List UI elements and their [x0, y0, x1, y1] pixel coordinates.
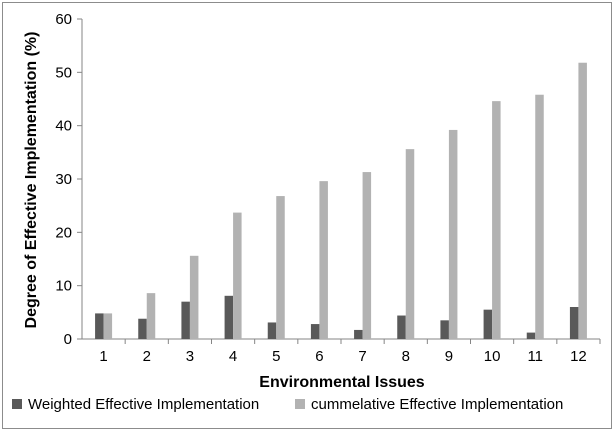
x-tick-label: 1 — [99, 348, 107, 365]
x-tick-label: 9 — [445, 348, 453, 365]
bar-weighted — [310, 324, 320, 339]
bar-cumulative — [578, 62, 587, 339]
x-tick-label: 11 — [527, 348, 543, 365]
x-tick-label: 3 — [186, 348, 194, 365]
y-tick-label: 50 — [55, 64, 72, 81]
x-axis-title: Environmental Issues — [259, 374, 424, 391]
bar-cumulative — [146, 293, 156, 339]
bar-cumulative — [362, 172, 372, 339]
legend: Weighted Effective Implementation cummela… — [12, 396, 563, 413]
bar-cumulative — [535, 94, 544, 339]
bar-weighted — [397, 315, 406, 339]
y-tick-label: 10 — [55, 278, 72, 295]
bar-cumulative — [448, 129, 458, 339]
x-tick-label: 2 — [143, 348, 151, 365]
y-tick-label: 0 — [64, 331, 72, 348]
chart-frame: 0 10 20 30 40 50 60 1 2 3 4 5 6 7 8 9 10 11 12 Degree of E… — [2, 2, 612, 429]
bar-cumulative — [103, 313, 113, 339]
bar-weighted — [224, 295, 234, 339]
bar-weighted — [526, 332, 536, 339]
bar-cumulative — [492, 101, 501, 339]
x-tick-label: 4 — [229, 348, 237, 365]
x-tick-label: 8 — [402, 348, 410, 365]
bar-weighted — [181, 301, 190, 339]
bar-weighted — [569, 307, 579, 339]
x-tick-label: 12 — [570, 348, 587, 365]
bar-cumulative — [276, 196, 285, 339]
bar-weighted — [138, 318, 147, 339]
x-tick-label: 7 — [358, 348, 366, 365]
legend-label: Weighted Effective Implementation — [28, 396, 259, 413]
x-tick-label: 6 — [315, 348, 323, 365]
y-tick-label: 30 — [55, 171, 72, 188]
legend-swatch — [295, 399, 305, 409]
bar-weighted — [267, 322, 277, 339]
legend-swatch — [12, 399, 22, 409]
bar-cumulative — [319, 181, 328, 339]
y-tick-label: 60 — [55, 11, 72, 28]
y-tick-label: 20 — [55, 224, 72, 241]
bar-weighted — [354, 329, 363, 339]
bar-weighted — [483, 309, 493, 339]
bar-cumulative — [189, 255, 199, 339]
bar-weighted — [440, 320, 449, 339]
legend-label: cummelative Effective Implementation — [311, 396, 563, 413]
x-tick-label: 10 — [484, 348, 501, 365]
x-tick-label: 5 — [272, 348, 280, 365]
y-tick-label: 40 — [55, 118, 72, 135]
bar-weighted — [95, 313, 104, 339]
bar-cumulative — [405, 149, 415, 339]
y-axis-title: Degree of Effective Implementation (%) — [23, 32, 40, 329]
bar-cumulative — [233, 212, 242, 339]
